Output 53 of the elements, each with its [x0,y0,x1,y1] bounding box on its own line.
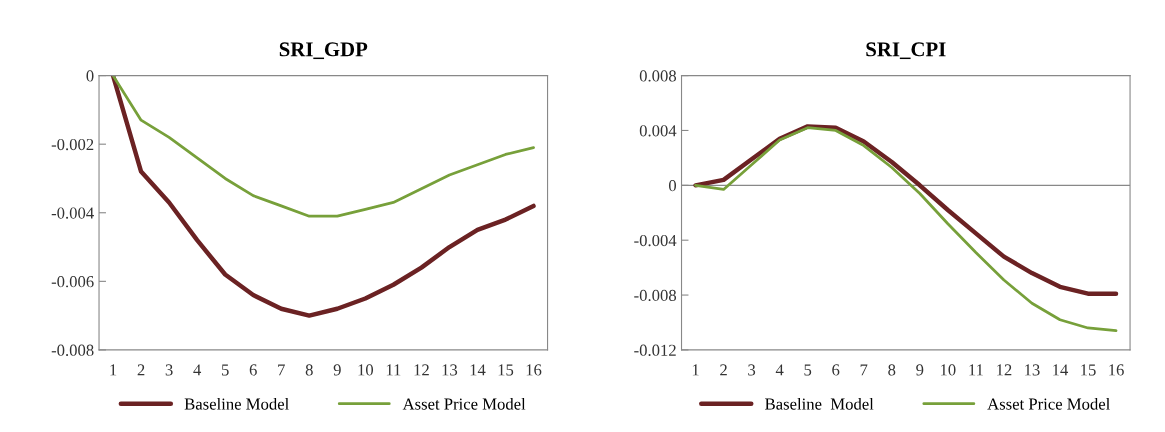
chart-title: SRI_CPI [866,42,946,60]
x-tick-label: 12 [997,364,1012,376]
y-tick-label: -0.004 [51,207,94,219]
y-tick-label: -0.008 [634,289,677,302]
x-tick-label: 5 [804,364,812,376]
y-tick-label: 0 [86,70,94,82]
y-tick-label: 0.004 [639,125,677,137]
x-tick-label: 13 [1025,364,1040,376]
x-tick-label: 16 [526,364,542,376]
x-tick-label: 3 [165,364,173,376]
x-tick-label: 4 [775,364,784,376]
x-tick-label: 11 [386,364,401,376]
y-tick-label: -0.004 [634,234,677,247]
y-tick-label: -0.008 [51,344,94,356]
x-tick-label: 2 [137,364,145,376]
x-tick-label: 6 [832,364,840,376]
x-tick-label: 9 [333,364,341,376]
x-tick-label: 4 [193,364,202,376]
y-tick-label: -0.012 [634,344,676,356]
x-tick-label: 3 [748,364,756,376]
x-tick-label: 7 [860,364,868,376]
x-tick-label: 7 [278,364,285,376]
x-tick-label: 5 [221,364,229,376]
legend-label: Baseline Model [765,397,874,410]
chart-title: SRI_GDP [279,42,368,60]
x-tick-label: 1 [692,364,699,376]
line-series [111,75,535,218]
legend-label: Baseline Model [184,397,289,410]
x-tick-label: 11 [969,364,983,376]
x-tick-label: 1 [110,364,117,376]
x-tick-label: 2 [720,364,727,376]
x-tick-label: 8 [305,364,313,376]
x-tick-label: 14 [1053,364,1069,376]
y-tick-label: -0.006 [51,276,94,288]
x-tick-label: 14 [470,364,486,376]
x-tick-label: 8 [888,364,896,376]
x-tick-label: 6 [249,364,257,376]
line-series [110,75,536,318]
y-tick-label: 0.008 [639,70,677,82]
x-tick-label: 10 [358,364,374,376]
x-tick-label: 15 [1081,364,1096,376]
line-series [693,124,1119,296]
legend-label: Asset Price Model [402,397,526,410]
x-tick-label: 10 [940,364,956,376]
y-tick-label: -0.002 [51,138,94,151]
y-tick-label: 0 [668,180,677,192]
x-tick-label: 9 [916,364,924,376]
x-tick-label: 12 [414,364,429,376]
x-tick-label: 15 [498,364,514,376]
legend-label: Asset Price Model [987,397,1110,410]
x-tick-label: 13 [442,364,458,376]
x-tick-label: 16 [1109,364,1124,376]
line-series [694,126,1118,333]
